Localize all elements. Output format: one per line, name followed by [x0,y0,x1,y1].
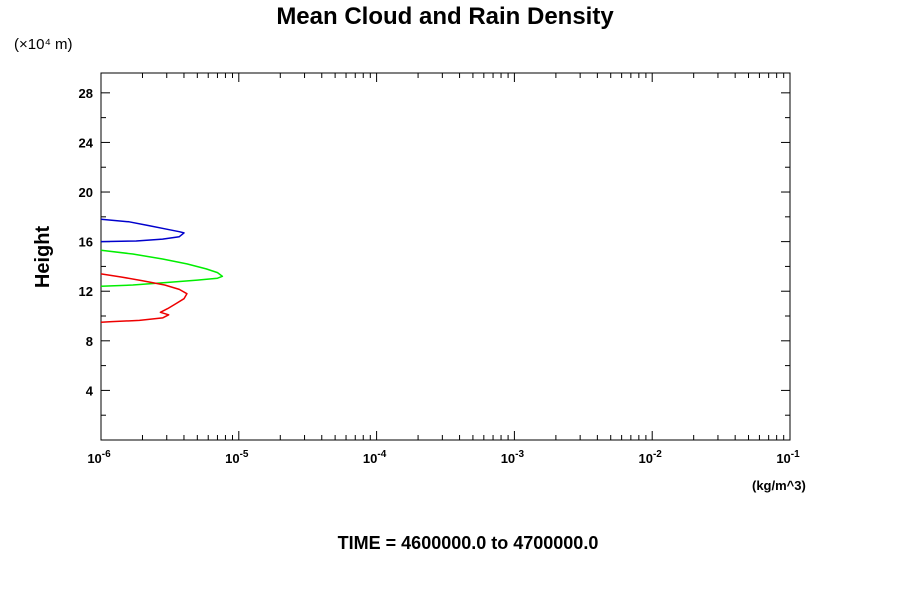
y-tick-label: 4 [86,383,94,398]
series-line-2 [100,249,224,288]
series-line-1 [100,218,185,243]
x-tick-label-exponent: -1 [791,449,800,460]
x-tick-label: 10-4 [363,449,387,466]
time-range-label: TIME = 4600000.0 to 4700000.0 [338,533,599,553]
x-unit-label: (kg/m^3) [752,478,806,493]
x-tick-label-base: 10 [501,451,515,466]
y-tick-label: 8 [86,334,93,349]
x-tick-label-exponent: -2 [653,449,662,460]
chart-title: Mean Cloud and Rain Density [276,3,614,30]
series-line-3 [100,273,188,323]
y-tick-label: 20 [79,185,93,200]
plot-frame [100,72,791,441]
y-tick-label: 12 [79,284,93,299]
x-tick-label-base: 10 [363,451,377,466]
x-tick-label: 10-5 [225,449,249,466]
x-tick-label-exponent: -3 [515,449,524,460]
x-tick-label: 10-1 [776,449,800,466]
y-tick-label: 28 [79,86,93,101]
y-scale-note: (×10⁴ m) [14,36,73,53]
x-tick-label-exponent: -5 [240,449,249,460]
x-tick-label: 10-3 [501,449,525,466]
x-tick-label-base: 10 [776,451,790,466]
y-axis-label: Height [32,226,54,289]
y-tick-label: 24 [79,135,94,150]
x-tick-label-exponent: -4 [377,449,386,460]
x-tick-label-base: 10 [225,451,239,466]
x-tick-label: 10-6 [87,449,111,466]
y-tick-label: 16 [79,235,93,250]
x-tick-label-exponent: -6 [102,449,111,460]
x-tick-label: 10-2 [639,449,663,466]
series-lines [100,218,224,323]
plot-frame-border [100,72,791,441]
x-tick-label-base: 10 [87,451,101,466]
x-tick-label-base: 10 [639,451,653,466]
